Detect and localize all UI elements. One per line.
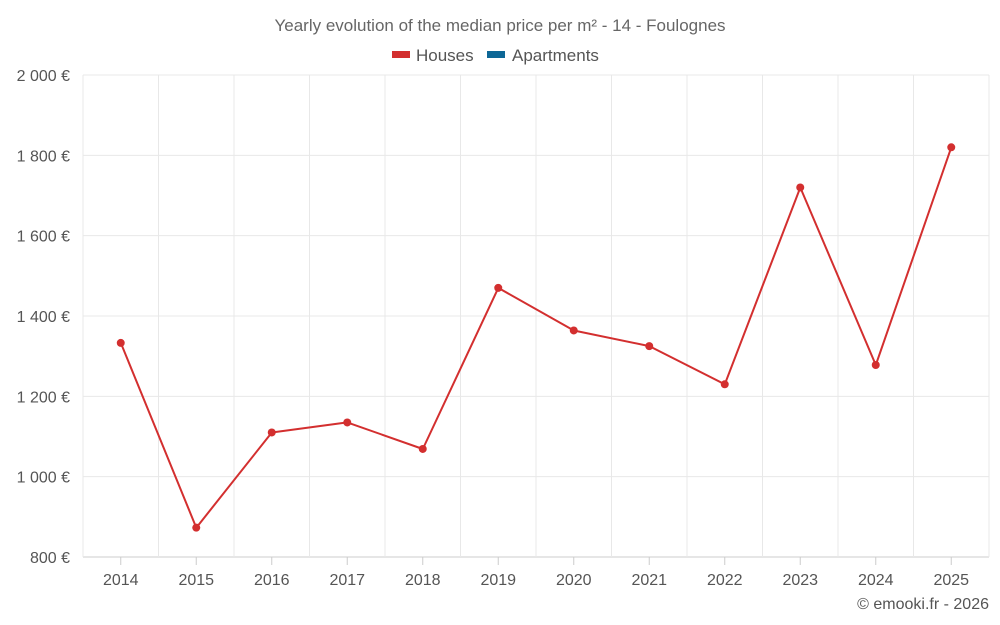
x-tick-label: 2014 [103, 572, 139, 589]
legend: Houses Apartments [392, 46, 599, 65]
x-axis: 2014 2015 2016 2017 2018 2019 2020 2021 2022 2023… [103, 557, 969, 589]
series-houses [116, 143, 956, 532]
grid [82, 74, 990, 558]
y-tick-label: 1 000 € [17, 470, 70, 487]
y-axis: 2 000 € 1 800 € 1 600 € 1 400 € 1 200 € 1 000… [17, 68, 70, 567]
data-point-houses[interactable] [947, 143, 956, 152]
y-tick-label: 1 200 € [17, 389, 70, 406]
x-tick-label: 2023 [782, 572, 818, 589]
x-tick-label: 2016 [254, 572, 290, 589]
legend-item-houses[interactable]: Houses [392, 46, 474, 65]
credit: © emooki.fr - 2026 [857, 596, 989, 613]
legend-swatch-houses [392, 51, 410, 58]
series-line-houses [119, 146, 953, 529]
data-point-houses[interactable] [720, 380, 729, 389]
legend-label-houses: Houses [416, 46, 474, 65]
y-tick-label: 2 000 € [17, 68, 70, 85]
data-point-houses[interactable] [267, 428, 276, 437]
data-point-houses[interactable] [494, 283, 503, 292]
y-tick-label: 1 800 € [17, 148, 70, 165]
data-point-houses[interactable] [192, 523, 201, 532]
legend-item-apartments[interactable]: Apartments [487, 46, 599, 65]
data-point-houses[interactable] [871, 361, 880, 370]
x-tick-label: 2019 [480, 572, 516, 589]
x-tick-label: 2015 [178, 572, 214, 589]
y-tick-label: 800 € [30, 550, 70, 567]
x-tick-label: 2018 [405, 572, 441, 589]
y-tick-label: 1 400 € [17, 309, 70, 326]
legend-label-apartments: Apartments [512, 46, 599, 65]
data-point-houses[interactable] [418, 444, 427, 453]
legend-swatch-apartments [487, 51, 505, 58]
x-tick-label: 2025 [933, 572, 969, 589]
data-point-houses[interactable] [796, 183, 805, 192]
x-tick-label: 2024 [858, 572, 894, 589]
data-point-houses[interactable] [116, 338, 125, 347]
chart-title: Yearly evolution of the median price per… [274, 16, 725, 35]
data-point-houses[interactable] [343, 418, 352, 427]
x-tick-label: 2017 [329, 572, 365, 589]
data-point-houses[interactable] [569, 326, 578, 335]
x-tick-label: 2022 [707, 572, 743, 589]
x-tick-label: 2021 [631, 572, 667, 589]
x-tick-label: 2020 [556, 572, 592, 589]
data-point-houses[interactable] [645, 342, 654, 351]
y-tick-label: 1 600 € [17, 229, 70, 246]
